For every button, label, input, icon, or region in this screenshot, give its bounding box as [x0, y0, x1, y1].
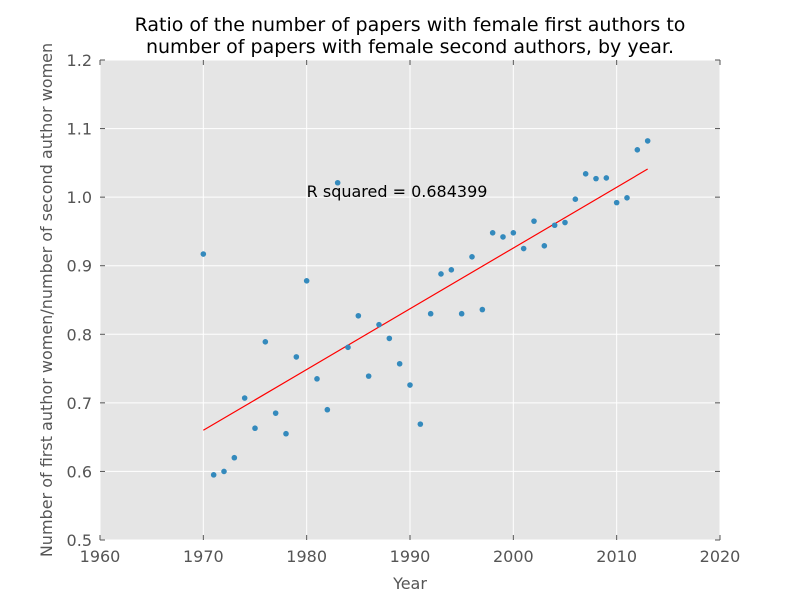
data-point [531, 218, 537, 224]
data-point [355, 312, 362, 319]
data-point [396, 360, 403, 367]
data-point [365, 373, 372, 379]
x-tick-label: 2000 [493, 547, 534, 566]
data-points [200, 138, 651, 478]
data-point [438, 271, 444, 277]
chart-title-line-2: number of papers with female second auth… [146, 36, 674, 58]
data-point [231, 454, 238, 461]
data-point [314, 376, 320, 382]
data-point [489, 230, 496, 236]
axis-ticks: 1960 1970 1980 1990 2000 2010 2020 0.5 0.6 0.7 0.8… [67, 51, 741, 566]
x-tick-label: 1980 [286, 547, 327, 566]
data-point [324, 406, 331, 413]
data-point [613, 199, 620, 206]
data-point [293, 354, 300, 360]
data-point [407, 382, 413, 388]
x-tick-label: 2020 [700, 547, 741, 566]
data-point [448, 267, 455, 273]
data-point [634, 147, 641, 153]
data-point [551, 222, 558, 229]
x-tick-label: 1990 [390, 547, 431, 566]
data-point [479, 306, 486, 313]
x-tick-label: 2010 [596, 547, 637, 566]
x-tick-label: 1960 [80, 547, 121, 566]
data-point [541, 243, 548, 249]
chart-title-line-1: Ratio of the number of papers with femal… [135, 14, 686, 36]
data-point [200, 251, 207, 257]
data-point [582, 171, 589, 177]
data-point [458, 310, 465, 317]
data-point [593, 175, 599, 182]
y-tick-label: 1.2 [67, 51, 92, 70]
data-point [572, 196, 579, 202]
y-tick-label: 1.0 [67, 188, 92, 207]
x-axis-label: Year [392, 574, 427, 593]
data-point [210, 472, 217, 478]
data-point [272, 410, 279, 416]
y-tick-label: 0.5 [67, 531, 92, 550]
data-point [386, 335, 393, 342]
y-tick-label: 0.7 [67, 394, 92, 413]
y-tick-label: 0.9 [67, 257, 92, 276]
data-point [520, 245, 527, 252]
data-point [283, 430, 289, 437]
data-point [417, 421, 424, 427]
y-tick-label: 1.1 [67, 120, 92, 139]
y-axis-label: Number of first author women/number of s… [37, 43, 56, 557]
data-point [262, 339, 269, 345]
y-tick-label: 0.8 [67, 325, 92, 344]
data-point [221, 468, 227, 475]
data-point [510, 230, 517, 236]
y-tick-label: 0.6 [67, 462, 92, 481]
data-point [469, 253, 475, 260]
data-point [252, 425, 258, 432]
data-point [603, 175, 610, 181]
data-point [427, 310, 434, 317]
data-point [376, 321, 382, 328]
data-point [345, 344, 351, 351]
x-tick-label: 1970 [183, 547, 224, 566]
data-point [624, 195, 630, 201]
r-squared-annotation: R squared = 0.684399 [307, 182, 488, 201]
data-point [500, 234, 506, 240]
data-point [303, 278, 310, 284]
fit-line [203, 168, 648, 431]
data-point [562, 219, 568, 226]
data-point [241, 395, 248, 401]
data-point [644, 138, 651, 144]
data-point [334, 179, 341, 186]
